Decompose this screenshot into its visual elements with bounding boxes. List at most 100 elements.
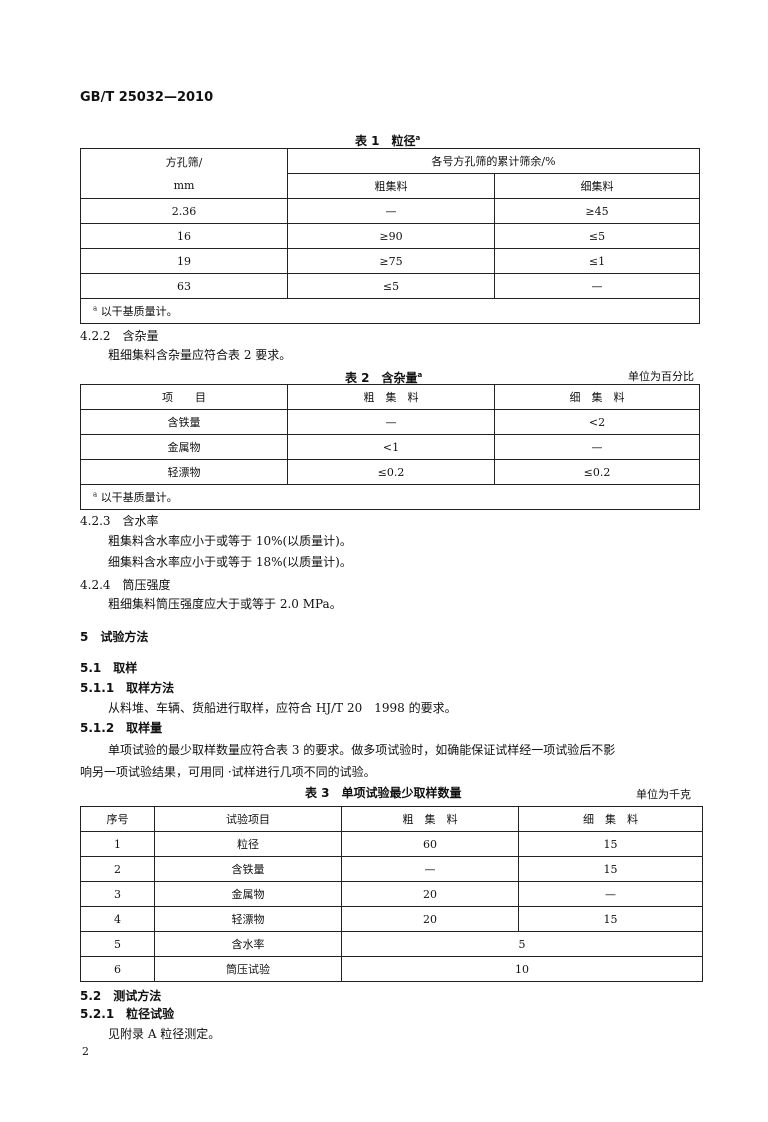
cell: ≤0.2 bbox=[287, 459, 495, 485]
cell: — bbox=[287, 409, 495, 435]
cell: 15 bbox=[518, 906, 703, 932]
cell: — bbox=[518, 881, 703, 907]
cell: 19 bbox=[80, 248, 288, 274]
page-number: 2 bbox=[82, 1045, 89, 1058]
table-row: 5 含水率 5 bbox=[80, 931, 703, 957]
cell: — bbox=[494, 273, 700, 299]
cell: ≤5 bbox=[287, 273, 495, 299]
table3: 序号 试验项目粗 集 料细 集 料 1 粒径 60 15 2 含铁量 —15 3 金属物 20—… bbox=[80, 806, 703, 982]
cell: 金属物 bbox=[154, 881, 342, 907]
footnote-mark: a bbox=[93, 304, 98, 313]
table-row: 轻漂物 ≤0.2 ≤0.2 bbox=[80, 459, 700, 485]
section-5-2-1-body: 见附录 A 粒径测定。 bbox=[108, 1027, 221, 1041]
footnote-text: 以干基质量计。 bbox=[100, 491, 178, 504]
cell: 轻漂物 bbox=[80, 459, 288, 485]
section-4-2-2-heading: 4.2.2 含杂量 bbox=[80, 329, 159, 343]
cell: <1 bbox=[287, 434, 495, 460]
table1-group-header: 各号方孔筛的累计筛余/% bbox=[287, 148, 700, 174]
cell: 粒径 bbox=[154, 831, 342, 857]
section-4-2-4-body: 粗细集料筒压强度应大于或等于 2.0 MPa。 bbox=[108, 597, 342, 611]
section-5-1-1-heading: 5.1.1 取样方法 bbox=[80, 681, 175, 695]
cell: — bbox=[287, 198, 495, 224]
cell: <2 bbox=[494, 409, 700, 435]
section-5-heading: 5 试验方法 bbox=[80, 630, 149, 644]
cell: 15 bbox=[518, 856, 703, 882]
table-row: 63 ≤5— bbox=[80, 273, 700, 299]
merged-cell: 10 bbox=[341, 956, 703, 982]
cell: 20 bbox=[341, 881, 519, 907]
cell: — bbox=[341, 856, 519, 882]
table2-title: 表 2 含杂量a bbox=[345, 367, 422, 386]
cell: — bbox=[494, 434, 700, 460]
header-unit: mm bbox=[173, 178, 195, 192]
cell: 1 bbox=[80, 831, 155, 857]
cell: 2.36 bbox=[80, 198, 288, 224]
footnote-mark: a bbox=[93, 490, 98, 499]
table3-title: 表 3 单项试验最少取样数量 bbox=[305, 786, 462, 800]
cell: ≤5 bbox=[494, 223, 700, 249]
header-cell: 试验项目 bbox=[154, 806, 342, 832]
table-row: 2.36— ≥45 bbox=[80, 198, 700, 224]
section-5-1-2-heading: 5.1.2 取样量 bbox=[80, 721, 163, 735]
cell: ≤1 bbox=[494, 248, 700, 274]
section-4-2-2-body: 粗细集料含杂量应符合表 2 要求。 bbox=[108, 348, 292, 362]
footnote-text: 以干基质量计。 bbox=[100, 305, 178, 318]
table-row: 19 ≥75 ≤1 bbox=[80, 248, 700, 274]
cell: 63 bbox=[80, 273, 288, 299]
table-row: 6 筒压试验 10 bbox=[80, 956, 703, 982]
table1-col2-header: 细集料 bbox=[494, 173, 700, 199]
cell: ≥75 bbox=[287, 248, 495, 274]
header-cell: 粗 集 料 bbox=[287, 384, 495, 410]
table-row: 3 金属物 20— bbox=[80, 881, 703, 907]
cell: 4 bbox=[80, 906, 155, 932]
cell: 轻漂物 bbox=[154, 906, 342, 932]
cell: 5 bbox=[80, 931, 155, 957]
section-4-2-4-heading: 4.2.4 筒压强度 bbox=[80, 578, 171, 592]
cell: 含水率 bbox=[154, 931, 342, 957]
cell: 6 bbox=[80, 956, 155, 982]
cell: ≥90 bbox=[287, 223, 495, 249]
cell: 15 bbox=[518, 831, 703, 857]
cell: 含铁量 bbox=[80, 409, 288, 435]
section-4-2-3-heading: 4.2.3 含水率 bbox=[80, 514, 159, 528]
header-text: 方孔筛/ bbox=[165, 155, 203, 169]
cell: 含铁量 bbox=[154, 856, 342, 882]
table2: 项 目粗 集 料细 集 料 含铁量 — <2 金属物 <1— 轻漂物 ≤0.2 ≤0.2 … bbox=[80, 384, 700, 510]
table1: 方孔筛/mm 各号方孔筛的累计筛余/% 粗集料 细集料 2.36— ≥45 16 ≥90… bbox=[80, 148, 700, 324]
table2-footnote: a 以干基质量计。 bbox=[80, 484, 700, 510]
header-cell: 细 集 料 bbox=[518, 806, 703, 832]
table1-title-text: 表 1 粒径 bbox=[355, 134, 416, 148]
section-4-2-3-line1: 粗集料含水率应小于或等于 10%(以质量计)。 bbox=[108, 534, 352, 548]
table2-title-text: 表 2 含杂量 bbox=[345, 371, 418, 385]
standard-header: GB/T 25032—2010 bbox=[80, 90, 214, 105]
cell: 3 bbox=[80, 881, 155, 907]
header-cell: 序号 bbox=[80, 806, 155, 832]
table2-unit: 单位为百分比 bbox=[628, 370, 694, 383]
footnote-mark: a bbox=[415, 134, 421, 142]
cell: 16 bbox=[80, 223, 288, 249]
table3-unit: 单位为千克 bbox=[636, 788, 691, 801]
table-row: 金属物 <1— bbox=[80, 434, 700, 460]
cell: 20 bbox=[341, 906, 519, 932]
cell: ≤0.2 bbox=[494, 459, 700, 485]
table1-col0-header: 方孔筛/mm bbox=[80, 148, 288, 199]
cell: 60 bbox=[341, 831, 519, 857]
cell: ≥45 bbox=[494, 198, 700, 224]
footnote-mark: a bbox=[417, 371, 423, 379]
table1-title: 表 1 粒径a bbox=[355, 130, 420, 149]
section-5-1-2-line2: 响另一项试验结果，可用同 ·试样进行几项不同的试验。 bbox=[80, 765, 376, 779]
section-4-2-3-line2: 细集料含水率应小于或等于 18%(以质量计)。 bbox=[108, 555, 352, 569]
cell: 2 bbox=[80, 856, 155, 882]
header-cell: 细 集 料 bbox=[494, 384, 700, 410]
table1-footnote: a 以干基质量计。 bbox=[80, 298, 700, 324]
table-row: 16 ≥90 ≤5 bbox=[80, 223, 700, 249]
section-5-1-heading: 5.1 取样 bbox=[80, 661, 138, 675]
section-5-1-2-line1: 单项试验的最少取样数量应符合表 3 的要求。做多项试验时，如确能保证试样经一项试… bbox=[108, 743, 616, 757]
merged-cell: 5 bbox=[341, 931, 703, 957]
section-5-2-1-heading: 5.2.1 粒径试验 bbox=[80, 1007, 175, 1021]
table-row: 1 粒径 60 15 bbox=[80, 831, 703, 857]
table1-col1-header: 粗集料 bbox=[287, 173, 495, 199]
table-row: 2 含铁量 —15 bbox=[80, 856, 703, 882]
header-cell: 粗 集 料 bbox=[341, 806, 519, 832]
